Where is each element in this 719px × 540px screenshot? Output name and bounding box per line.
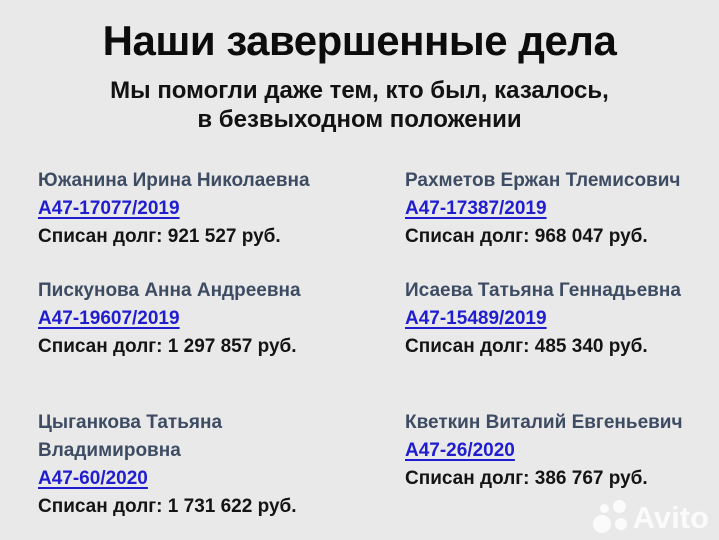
avito-logo-icon: [592, 500, 630, 535]
cases-row-1: Южанина Ирина Николаевна А47-17077/2019 …: [38, 167, 719, 251]
debt-written-off: Списан долг: 921 527 руб.: [38, 226, 281, 247]
subtitle-line-2: в безвыходном положении: [197, 106, 522, 133]
cases-row-2: Пискунова Анна Андреевна А47-19607/2019 …: [38, 277, 719, 361]
case-number-link[interactable]: А47-19607/2019: [38, 308, 180, 329]
case-number-link[interactable]: А47-17077/2019: [38, 198, 180, 219]
case-card: Южанина Ирина Николаевна А47-17077/2019 …: [38, 167, 405, 251]
debt-written-off: Списан долг: 1 297 857 руб.: [38, 336, 297, 357]
client-name: Южанина Ирина Николаевна: [38, 170, 310, 191]
avito-watermark: Avito: [592, 500, 709, 535]
debt-written-off: Списан долг: 968 047 руб.: [405, 226, 648, 247]
client-name: Пискунова Анна Андреевна: [38, 280, 301, 301]
subtitle-line-1: Мы помогли даже тем, кто был, казалось,: [110, 77, 609, 104]
case-number-link[interactable]: А47-60/2020: [38, 468, 148, 489]
case-number-link[interactable]: А47-17387/2019: [405, 198, 547, 219]
case-number-link[interactable]: А47-15489/2019: [405, 308, 547, 329]
client-name: Рахметов Ержан Тлемисович: [405, 170, 681, 191]
page-title: Наши завершенные дела: [102, 17, 617, 64]
debt-written-off: Списан долг: 386 767 руб.: [405, 468, 648, 489]
client-name: Цыганкова Татьяна Владимировна: [38, 412, 223, 461]
cases-row-3: Цыганкова Татьяна Владимировна А47-60/20…: [38, 409, 719, 521]
page-subtitle: Мы помогли даже тем, кто был, казалось, …: [0, 76, 719, 134]
avito-wordmark: Avito: [632, 500, 709, 535]
case-number-link[interactable]: А47-26/2020: [405, 440, 515, 461]
case-card: Цыганкова Татьяна Владимировна А47-60/20…: [38, 409, 405, 521]
client-name: Кветкин Виталий Евгеньевич: [405, 412, 683, 433]
client-name: Исаева Татьяна Геннадьевна: [405, 280, 681, 301]
case-card: Исаева Татьяна Геннадьевна А47-15489/201…: [405, 277, 681, 361]
cases-list: Южанина Ирина Николаевна А47-17077/2019 …: [0, 167, 719, 521]
debt-written-off: Списан долг: 1 731 622 руб.: [38, 496, 297, 517]
case-card: Рахметов Ержан Тлемисович А47-17387/2019…: [405, 167, 680, 251]
case-card: Пискунова Анна Андреевна А47-19607/2019 …: [38, 277, 405, 361]
case-card: Кветкин Виталий Евгеньевич А47-26/2020 С…: [405, 409, 683, 521]
debt-written-off: Списан долг: 485 340 руб.: [405, 336, 648, 357]
